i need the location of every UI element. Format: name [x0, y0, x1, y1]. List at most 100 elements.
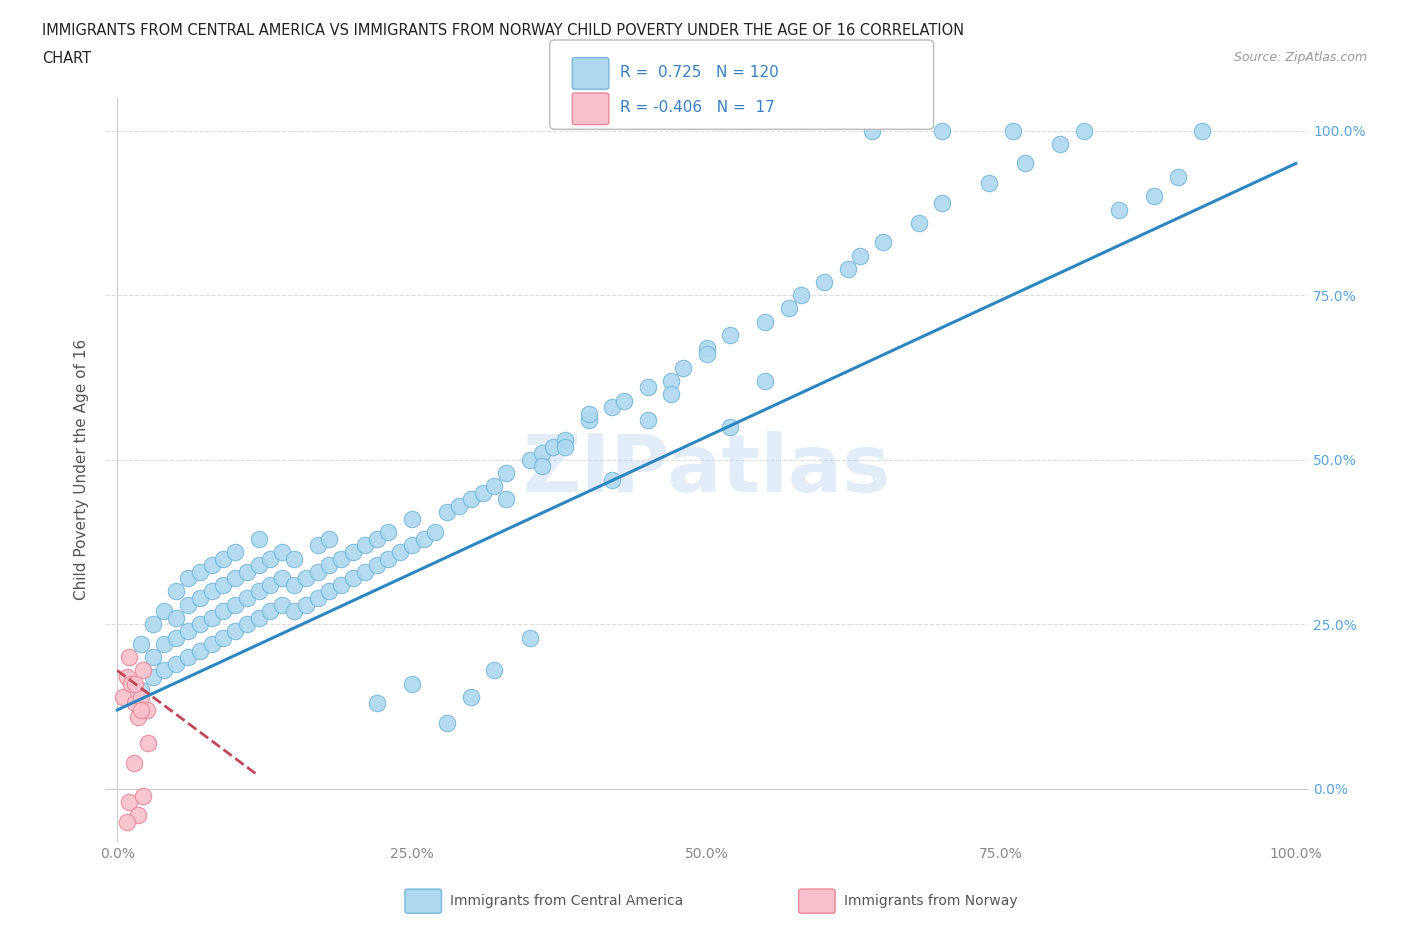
Point: [931, 123, 953, 138]
Point: [401, 512, 423, 526]
Point: [177, 650, 200, 665]
Text: ZIPatlas: ZIPatlas: [523, 431, 890, 509]
Point: [247, 584, 270, 599]
Point: [307, 565, 329, 579]
Point: [389, 544, 412, 559]
Point: [307, 538, 329, 552]
Point: [259, 604, 281, 618]
Point: [112, 689, 135, 704]
Point: [224, 544, 246, 559]
Point: [543, 439, 565, 454]
Point: [637, 380, 659, 395]
Point: [188, 644, 211, 658]
Point: [236, 617, 259, 631]
Point: [283, 551, 305, 566]
Point: [659, 387, 682, 402]
Point: [484, 479, 506, 494]
Point: [115, 670, 138, 684]
Point: [307, 591, 329, 605]
Point: [519, 631, 541, 645]
Point: [177, 571, 200, 586]
Point: [931, 195, 953, 210]
Point: [283, 578, 305, 592]
Text: Immigrants from Norway: Immigrants from Norway: [844, 894, 1017, 909]
Text: R = -0.406   N =  17: R = -0.406 N = 17: [620, 100, 775, 115]
Text: Immigrants from Central America: Immigrants from Central America: [450, 894, 683, 909]
Point: [200, 637, 222, 652]
Point: [115, 815, 138, 830]
Point: [127, 709, 149, 724]
Point: [188, 617, 211, 631]
Point: [1143, 189, 1166, 204]
Point: [283, 604, 305, 618]
Point: [1073, 123, 1095, 138]
Point: [318, 558, 340, 573]
Point: [659, 373, 682, 388]
Point: [519, 452, 541, 467]
Point: [578, 406, 600, 421]
Point: [124, 676, 146, 691]
Point: [907, 216, 929, 231]
Point: [495, 466, 517, 481]
Text: IMMIGRANTS FROM CENTRAL AMERICA VS IMMIGRANTS FROM NORWAY CHILD POVERTY UNDER TH: IMMIGRANTS FROM CENTRAL AMERICA VS IMMIG…: [42, 23, 965, 38]
Point: [177, 623, 200, 638]
Point: [224, 597, 246, 612]
Point: [259, 551, 281, 566]
Text: CHART: CHART: [42, 51, 91, 66]
Point: [554, 432, 576, 447]
Point: [165, 584, 187, 599]
Point: [554, 439, 576, 454]
Point: [872, 235, 894, 250]
Point: [127, 808, 149, 823]
Y-axis label: Child Poverty Under the Age of 16: Child Poverty Under the Age of 16: [75, 339, 90, 600]
Point: [120, 676, 142, 691]
Point: [1014, 156, 1036, 171]
Point: [212, 604, 235, 618]
Point: [530, 458, 553, 473]
Point: [778, 301, 800, 316]
Point: [1108, 202, 1130, 217]
Point: [342, 571, 364, 586]
Point: [129, 689, 152, 704]
Text: R =  0.725   N = 120: R = 0.725 N = 120: [620, 65, 779, 80]
Point: [142, 617, 165, 631]
Point: [696, 340, 718, 355]
Point: [224, 571, 246, 586]
Point: [860, 123, 883, 138]
Point: [401, 676, 423, 691]
Point: [353, 538, 375, 552]
Point: [436, 716, 458, 731]
Point: [718, 327, 741, 342]
Point: [132, 663, 155, 678]
Point: [366, 696, 388, 711]
Point: [366, 531, 388, 546]
Point: [790, 287, 813, 302]
Point: [271, 571, 294, 586]
Point: [330, 551, 353, 566]
Point: [295, 571, 318, 586]
Point: [118, 650, 141, 665]
Point: [1191, 123, 1213, 138]
Point: [122, 755, 145, 770]
Point: [247, 531, 270, 546]
Point: [447, 498, 470, 513]
Point: [330, 578, 353, 592]
Point: [436, 505, 458, 520]
Point: [129, 683, 152, 698]
Point: [271, 597, 294, 612]
Point: [132, 788, 155, 803]
Point: [578, 413, 600, 428]
Point: [165, 657, 187, 671]
Point: [813, 274, 835, 289]
Point: [425, 525, 447, 539]
Point: [295, 597, 318, 612]
Point: [200, 610, 222, 625]
Point: [377, 525, 399, 539]
Point: [460, 492, 482, 507]
Point: [696, 347, 718, 362]
Point: [153, 663, 176, 678]
Point: [129, 637, 152, 652]
Point: [188, 565, 211, 579]
Point: [165, 631, 187, 645]
Point: [153, 637, 176, 652]
